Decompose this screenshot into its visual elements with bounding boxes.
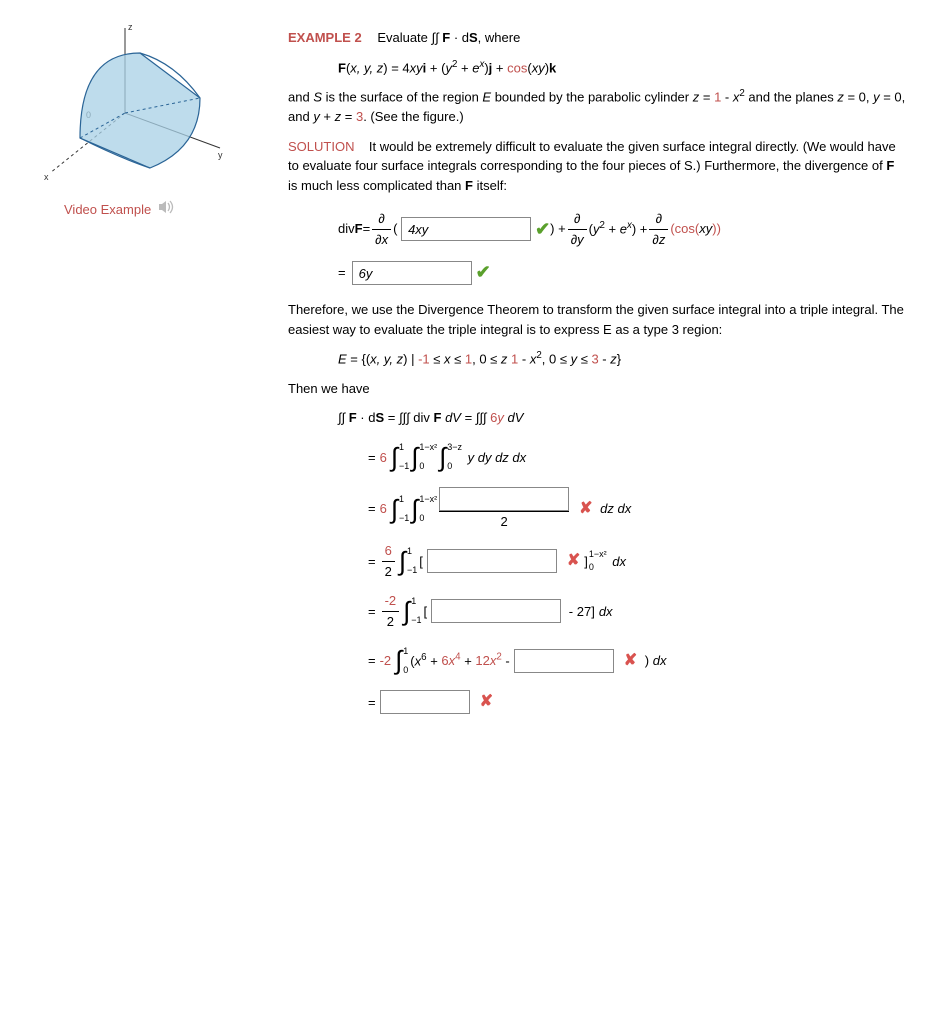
- div-equation: div F = ∂ ∂x ( 4xy ✔ ) + ∂ ∂y (y2 + ex) …: [338, 209, 906, 286]
- vf-lhs: F: [338, 60, 346, 75]
- left-column: z y x 0 Video Example: [20, 18, 260, 220]
- check-icon: ✔: [476, 259, 491, 286]
- eq-line-7: = ✘: [368, 690, 906, 714]
- example-heading: EXAMPLE 2 Evaluate ∫∫ F · dS, where: [288, 28, 906, 48]
- solution-text-3: itself:: [473, 178, 507, 193]
- div-F: F: [355, 219, 363, 239]
- prompt-F: F: [442, 30, 450, 45]
- svg-text:z: z: [128, 22, 133, 32]
- check-icon: ✔: [535, 216, 550, 243]
- region-def: E = {(x, y, z) | -1 ≤ x ≤ 1, 0 ≤ z 1 - x…: [338, 349, 906, 369]
- div-eq: =: [363, 219, 371, 239]
- solution-text-2: is much less complicated than: [288, 178, 465, 193]
- eq-line-5: = -22 ∫1−1 [ - 27]dx: [368, 591, 906, 631]
- solution-text: It would be extremely difficult to evalu…: [288, 139, 896, 174]
- cos-term: (cos(xy)): [670, 219, 721, 239]
- d-dz: ∂ ∂z: [649, 209, 668, 249]
- d-dy: ∂ ∂y: [568, 209, 587, 249]
- eq-line-6: = -2 ∫10 (x6 + 6x4 + 12x2 - ✘ ) dx: [368, 641, 906, 680]
- div-lhs: div: [338, 219, 355, 239]
- cross-icon: ✘: [480, 690, 493, 714]
- svg-text:y: y: [218, 150, 223, 160]
- red-3: 3: [356, 109, 363, 124]
- then-label: Then we have: [288, 379, 906, 399]
- surface-desc-1: and S is the surface of the region E bou…: [288, 87, 906, 126]
- example-label: EXAMPLE 2: [288, 30, 362, 45]
- answer-input-3[interactable]: [439, 487, 569, 511]
- cross-icon: ✘: [579, 497, 592, 521]
- content-column: EXAMPLE 2 Evaluate ∫∫ F · dS, where F(x,…: [288, 18, 906, 724]
- answer-input-1[interactable]: 4xy: [401, 217, 531, 241]
- solution-label: SOLUTION: [288, 139, 354, 154]
- prompt-S: S: [469, 30, 478, 45]
- answer-input-7[interactable]: [380, 690, 470, 714]
- eq-line-4: = 62 ∫1−1 [ ✘ ]1−x²0 dx: [368, 541, 906, 581]
- video-example-link[interactable]: Video Example: [64, 200, 175, 220]
- audio-icon: [157, 200, 175, 220]
- red-1: 1: [714, 90, 721, 105]
- cross-icon: ✘: [624, 649, 637, 673]
- plus-1: ) +: [550, 219, 566, 239]
- answer-input-4[interactable]: [427, 549, 557, 573]
- svg-text:x: x: [44, 172, 49, 182]
- video-example-label: Video Example: [64, 200, 151, 220]
- answer-input-2[interactable]: 6y: [352, 261, 472, 285]
- prompt-mid: · d: [450, 30, 469, 45]
- prompt-end: , where: [478, 30, 521, 45]
- answer-input-5[interactable]: [431, 599, 561, 623]
- cross-icon: ✘: [567, 549, 580, 573]
- solid-figure: z y x 0: [20, 18, 230, 188]
- eq-line-1: ∫∫ F · dS = ∫∫∫ div F dV = ∫∫∫ 6y dV: [338, 408, 906, 428]
- d-dx: ∂ ∂x: [372, 209, 391, 249]
- eq-line-3: = 6 ∫1−1 ∫1−x²0 2 ✘ dz dx: [368, 487, 906, 532]
- prompt-text-1: Evaluate ∫∫: [377, 30, 442, 45]
- answer-input-6[interactable]: [514, 649, 614, 673]
- therefore-para: Therefore, we use the Divergence Theorem…: [288, 300, 906, 339]
- vector-function: F(x, y, z) = 4xyi + (y2 + ex)j + cos(xy)…: [338, 58, 906, 78]
- eq-line-2: = 6 ∫1−1 ∫1−x²0 ∫3−z0 y dy dz dx: [368, 438, 906, 477]
- solution-para: SOLUTION It would be extremely difficult…: [288, 137, 906, 196]
